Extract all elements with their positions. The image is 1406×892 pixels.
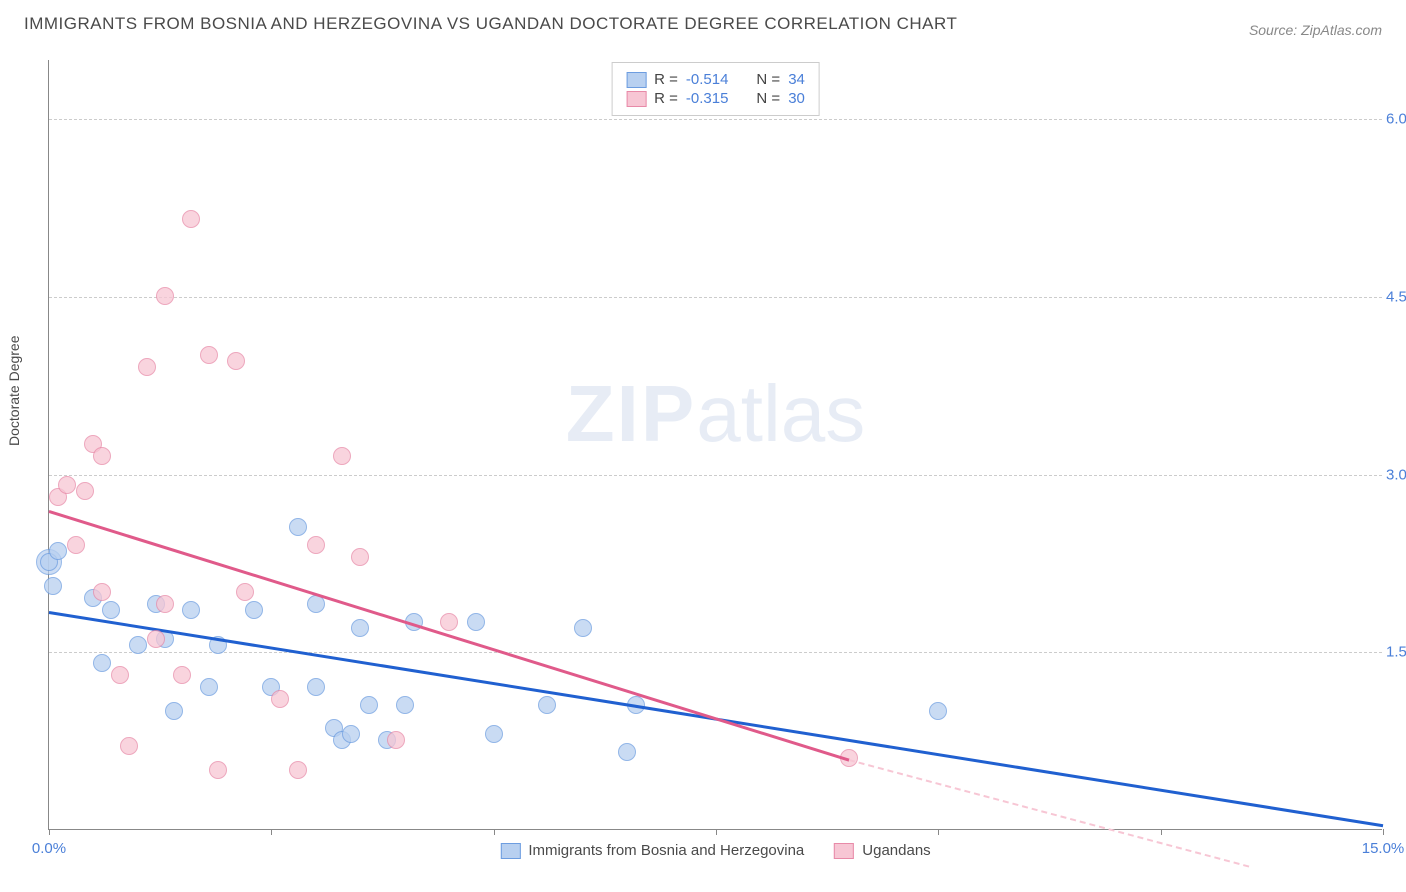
legend-row: R = -0.315 N = 30 bbox=[626, 90, 805, 107]
x-tick bbox=[494, 829, 495, 835]
y-tick-label: 4.5% bbox=[1386, 288, 1406, 305]
legend-swatch bbox=[834, 843, 854, 859]
scatter-point bbox=[102, 601, 120, 619]
legend-item: Ugandans bbox=[834, 842, 930, 859]
scatter-point bbox=[93, 583, 111, 601]
scatter-point bbox=[360, 696, 378, 714]
r-value: -0.315 bbox=[686, 90, 729, 107]
legend-swatch bbox=[500, 843, 520, 859]
scatter-point bbox=[289, 761, 307, 779]
scatter-point bbox=[396, 696, 414, 714]
gridline bbox=[49, 119, 1382, 120]
legend-swatch bbox=[626, 72, 646, 88]
scatter-point bbox=[49, 542, 67, 560]
x-tick bbox=[1161, 829, 1162, 835]
scatter-point bbox=[245, 601, 263, 619]
scatter-point bbox=[93, 447, 111, 465]
scatter-point bbox=[58, 476, 76, 494]
gridline bbox=[49, 652, 1382, 653]
scatter-point bbox=[307, 678, 325, 696]
scatter-point bbox=[485, 725, 503, 743]
scatter-point bbox=[147, 630, 165, 648]
series-legend: Immigrants from Bosnia and Herzegovina Ug… bbox=[500, 842, 930, 859]
scatter-point bbox=[440, 613, 458, 631]
n-value: 34 bbox=[788, 71, 805, 88]
scatter-point bbox=[289, 518, 307, 536]
chart-title: IMMIGRANTS FROM BOSNIA AND HERZEGOVINA V… bbox=[24, 14, 957, 34]
scatter-point bbox=[44, 577, 62, 595]
scatter-point bbox=[236, 583, 254, 601]
scatter-point bbox=[271, 690, 289, 708]
scatter-point bbox=[76, 482, 94, 500]
x-tick bbox=[716, 829, 717, 835]
scatter-point bbox=[138, 358, 156, 376]
r-label: R = bbox=[654, 90, 678, 107]
chart-plot-area: ZIPatlas R =-0.514N =34R =-0.315N =30 1.… bbox=[48, 60, 1382, 830]
r-value: -0.514 bbox=[686, 71, 729, 88]
scatter-point bbox=[129, 636, 147, 654]
n-label: N = bbox=[756, 90, 780, 107]
scatter-point bbox=[307, 536, 325, 554]
scatter-point bbox=[333, 447, 351, 465]
scatter-point bbox=[173, 666, 191, 684]
legend-swatch bbox=[626, 91, 646, 107]
scatter-point bbox=[387, 731, 405, 749]
scatter-point bbox=[538, 696, 556, 714]
x-tick-label: 0.0% bbox=[32, 840, 66, 857]
scatter-point bbox=[156, 287, 174, 305]
legend-label: Ugandans bbox=[862, 842, 930, 859]
watermark-text: ZIPatlas bbox=[566, 368, 865, 460]
scatter-point bbox=[182, 210, 200, 228]
scatter-point bbox=[929, 702, 947, 720]
scatter-point bbox=[467, 613, 485, 631]
y-tick-label: 1.5% bbox=[1386, 644, 1406, 661]
y-tick-label: 3.0% bbox=[1386, 466, 1406, 483]
r-label: R = bbox=[654, 71, 678, 88]
n-value: 30 bbox=[788, 90, 805, 107]
correlation-legend: R = -0.514 N = 34 R = -0.315 N = 30 bbox=[611, 62, 820, 116]
scatter-point bbox=[200, 678, 218, 696]
scatter-point bbox=[209, 761, 227, 779]
scatter-point bbox=[351, 548, 369, 566]
scatter-point bbox=[351, 619, 369, 637]
scatter-point bbox=[111, 666, 129, 684]
gridline bbox=[49, 475, 1382, 476]
legend-row: R = -0.514 N = 34 bbox=[626, 71, 805, 88]
scatter-point bbox=[156, 595, 174, 613]
x-tick bbox=[271, 829, 272, 835]
n-label: N = bbox=[756, 71, 780, 88]
scatter-point bbox=[618, 743, 636, 761]
scatter-point bbox=[200, 346, 218, 364]
source-attribution: Source: ZipAtlas.com bbox=[1249, 22, 1382, 38]
scatter-point bbox=[165, 702, 183, 720]
x-tick-label: 15.0% bbox=[1362, 840, 1405, 857]
scatter-point bbox=[182, 601, 200, 619]
scatter-point bbox=[67, 536, 85, 554]
scatter-point bbox=[227, 352, 245, 370]
y-tick-label: 6.0% bbox=[1386, 111, 1406, 128]
scatter-point bbox=[120, 737, 138, 755]
scatter-point bbox=[574, 619, 592, 637]
legend-label: Immigrants from Bosnia and Herzegovina bbox=[528, 842, 804, 859]
y-axis-label: Doctorate Degree bbox=[6, 335, 22, 446]
scatter-point bbox=[93, 654, 111, 672]
scatter-point bbox=[342, 725, 360, 743]
x-tick bbox=[1383, 829, 1384, 835]
gridline bbox=[49, 297, 1382, 298]
x-tick bbox=[938, 829, 939, 835]
x-tick bbox=[49, 829, 50, 835]
legend-item: Immigrants from Bosnia and Herzegovina bbox=[500, 842, 804, 859]
